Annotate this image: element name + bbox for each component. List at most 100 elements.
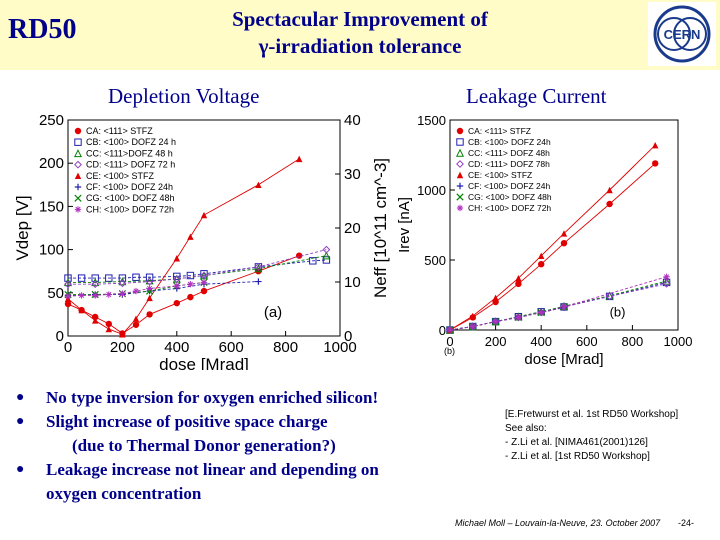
y-tick-label: 150 xyxy=(39,198,64,215)
data-point xyxy=(560,303,568,311)
reference-line: - Z.Li et al. [NIMA461(2001)126] xyxy=(505,437,648,448)
data-point xyxy=(606,200,613,208)
data-point xyxy=(118,274,127,282)
data-point xyxy=(446,326,454,334)
data-point xyxy=(538,252,545,259)
y2-tick-label: 30 xyxy=(344,166,361,183)
legend-marker xyxy=(456,171,464,179)
bullet-text: Slight increase of positive space charge xyxy=(46,412,328,431)
legend-marker xyxy=(74,138,82,146)
data-point xyxy=(200,271,208,280)
legend-label: CA: <111> STFZ xyxy=(468,126,531,136)
data-point xyxy=(146,285,153,292)
data-point xyxy=(309,257,317,265)
series-line xyxy=(449,306,565,331)
data-point xyxy=(132,273,140,281)
data-point xyxy=(78,306,85,314)
data-point xyxy=(132,315,140,322)
legend-label: CE: <100> STFZ xyxy=(468,170,532,180)
data-point xyxy=(200,270,208,278)
legend-label: CD: <111> DOFZ 78h xyxy=(468,159,550,169)
data-point xyxy=(560,230,568,237)
legend-marker xyxy=(74,172,82,179)
data-point xyxy=(322,245,331,254)
y2-tick-label: 10 xyxy=(344,274,361,291)
data-point xyxy=(92,313,99,321)
data-point xyxy=(492,318,499,325)
legend-label: CC: <111> DOFZ 48h xyxy=(468,148,550,158)
data-point xyxy=(119,331,126,338)
data-point xyxy=(200,279,208,286)
data-point xyxy=(105,274,113,282)
data-point xyxy=(92,292,99,299)
legend-label: CD: <111> DOFZ 72 h xyxy=(86,160,175,170)
data-point xyxy=(469,323,476,330)
series-line xyxy=(67,281,205,297)
data-point xyxy=(64,293,72,300)
data-point xyxy=(173,272,181,281)
data-point xyxy=(119,290,126,297)
page-number: -24- xyxy=(678,518,695,528)
y2-tick-label: 40 xyxy=(344,112,361,129)
legend-marker xyxy=(456,127,464,135)
legend-marker xyxy=(456,182,464,190)
y-axis-label: Vdep [V] xyxy=(13,195,32,260)
bullet-text: No type inversion for oxygen enriched si… xyxy=(46,388,379,407)
data-point xyxy=(145,277,154,286)
data-point xyxy=(322,256,331,264)
series-line xyxy=(449,283,667,331)
series-line xyxy=(449,281,667,331)
bullet-continuation: (due to Thermal Donor generation?) xyxy=(72,436,336,455)
x-axis-label: dose [Mrad] xyxy=(524,351,603,368)
legend-marker xyxy=(456,193,464,201)
reference-line: [E.Fretwurst et al. 1st RD50 Workshop] xyxy=(505,409,679,420)
right-chart-title: Leakage Current xyxy=(466,84,607,108)
cern-logo-icon: CERN xyxy=(648,2,716,66)
data-point xyxy=(187,280,194,288)
y-tick-label: 1500 xyxy=(417,113,446,128)
bullet-text: Leakage increase not linear and dependin… xyxy=(46,460,379,479)
data-point xyxy=(663,273,670,280)
x-tick-label: 200 xyxy=(485,334,507,349)
legend-marker xyxy=(456,160,464,168)
data-point xyxy=(652,142,659,149)
series-line xyxy=(449,144,656,331)
legend-label: CA: <111> STFZ xyxy=(86,126,153,136)
data-point xyxy=(469,312,476,320)
data-point xyxy=(91,280,100,289)
legend-label: CH: <100> DOFZ 72h xyxy=(468,203,551,213)
data-point xyxy=(255,181,262,188)
x-tick-label: 1000 xyxy=(664,334,693,349)
data-point xyxy=(146,294,153,302)
x-tick-label: 1000 xyxy=(323,339,356,356)
data-point xyxy=(132,321,140,328)
bullet-item: ● Leakage increase not linear and dependi… xyxy=(16,460,379,479)
leakage-current-chart: 0 200 400 600 800 1000 0 500 1000 1500 dose [Mrad]… xyxy=(396,113,693,368)
x-tick-label: 600 xyxy=(576,334,598,349)
data-point xyxy=(515,275,522,282)
legend-marker xyxy=(456,204,464,212)
series-line xyxy=(68,281,205,295)
legend-marker xyxy=(74,127,82,135)
slide-title-line2: γ-irradiation tolerance xyxy=(258,34,462,58)
legend-marker xyxy=(74,206,82,213)
legend-marker xyxy=(74,160,82,169)
data-point xyxy=(662,279,671,288)
y-tick-label: 100 xyxy=(39,242,64,259)
footer-author: Michael Moll – Louvain-la-Neuve, 23. Oct… xyxy=(455,518,661,528)
slide-title: Spectacular Improvement of γ-irradiation… xyxy=(195,6,525,60)
legend-marker xyxy=(74,194,82,202)
data-point xyxy=(78,292,85,299)
x-axis-label: dose [Mrad] xyxy=(159,355,249,370)
data-point xyxy=(652,160,659,167)
corner-label: (b) xyxy=(444,346,455,356)
data-point xyxy=(255,278,262,285)
y-tick-label: 0 xyxy=(56,328,64,345)
data-point xyxy=(296,155,303,163)
data-point xyxy=(322,251,331,260)
series-line xyxy=(449,163,656,331)
data-point xyxy=(77,274,86,282)
bullet-continuation: oxygen concentration xyxy=(46,484,202,503)
series-line xyxy=(449,307,565,331)
data-point xyxy=(606,186,613,194)
